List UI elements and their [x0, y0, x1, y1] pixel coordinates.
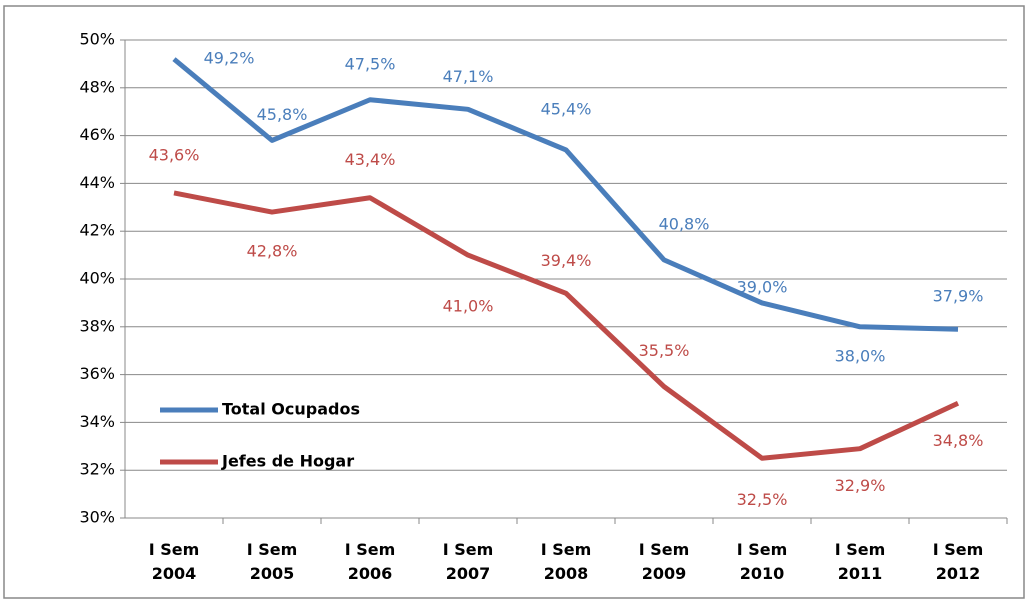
y-tick-label: 42% [79, 221, 115, 240]
data-label: 43,4% [345, 150, 396, 169]
y-tick-label: 32% [79, 460, 115, 479]
series-line [172, 57, 959, 332]
data-label: 32,5% [737, 490, 788, 509]
data-label: 47,5% [345, 54, 396, 73]
legend-label: Total Ocupados [222, 400, 360, 419]
data-label: 49,2% [204, 49, 255, 68]
y-tick-label: 36% [79, 364, 115, 383]
x-tick-label: I Sem 2005 [246, 540, 298, 583]
x-tick-label: I Sem 2012 [932, 540, 984, 583]
y-tick-label: 46% [79, 125, 115, 144]
x-tick-label: I Sem 2006 [344, 540, 396, 583]
data-label: 40,8% [659, 214, 710, 233]
series-line [173, 190, 960, 461]
x-tick-label: I Sem 2010 [736, 540, 788, 583]
legend-label: Jefes de Hogar [221, 452, 354, 471]
data-label: 42,8% [247, 242, 298, 261]
data-label: 47,1% [443, 67, 494, 86]
y-tick-label: 50% [79, 30, 115, 49]
y-tick-label: 48% [79, 77, 115, 96]
data-label: 39,4% [541, 251, 592, 270]
data-label: 34,8% [933, 431, 984, 450]
data-label: 45,4% [541, 99, 592, 118]
data-label: 38,0% [835, 346, 886, 365]
x-tick-label: I Sem 2009 [638, 540, 690, 583]
x-tick-label: I Sem 2004 [148, 540, 200, 583]
data-label: 41,0% [443, 297, 494, 316]
frame [3, 5, 1025, 599]
data-label: 37,9% [933, 287, 984, 306]
y-tick-label: 40% [79, 269, 115, 288]
y-tick-label: 44% [79, 173, 115, 192]
y-tick-label: 30% [79, 508, 115, 527]
y-tick-label: 34% [79, 412, 115, 431]
y-tick-label: 38% [79, 316, 115, 335]
data-label: 32,9% [835, 476, 886, 495]
data-label: 43,6% [149, 145, 200, 164]
x-tick-label: I Sem 2008 [540, 540, 592, 583]
x-tick-label: I Sem 2007 [442, 540, 494, 583]
data-label: 39,0% [737, 277, 788, 296]
data-label: 35,5% [639, 341, 690, 360]
data-label: 45,8% [257, 105, 308, 124]
x-tick-label: I Sem 2011 [834, 540, 886, 583]
